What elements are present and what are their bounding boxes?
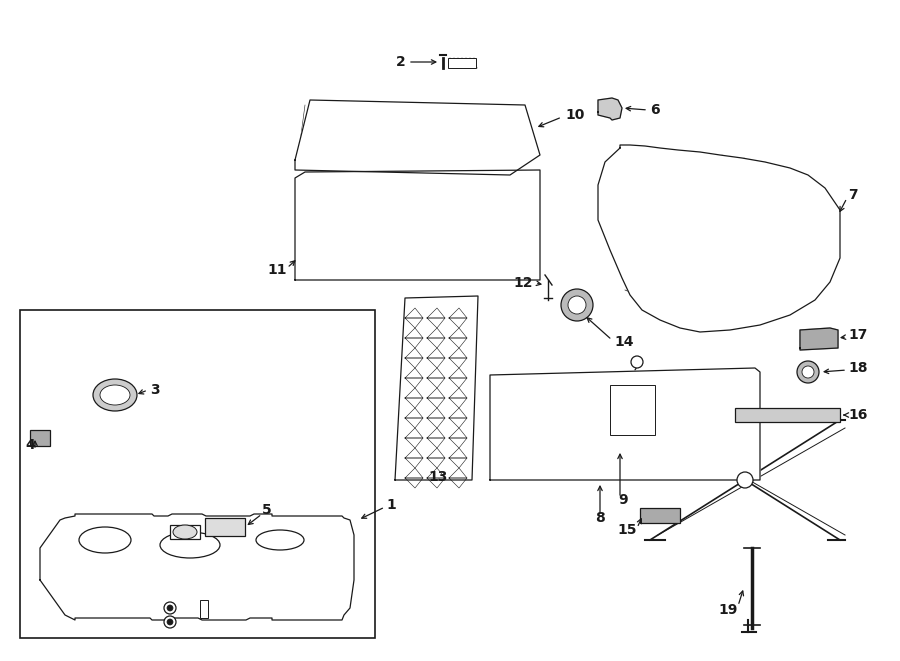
Bar	[170, 525, 200, 539]
Text: 8: 8	[595, 511, 605, 525]
Bar	[20, 310, 375, 638]
Polygon shape	[598, 98, 622, 120]
Polygon shape	[490, 368, 760, 480]
Circle shape	[568, 296, 586, 314]
Text: 11: 11	[267, 263, 287, 277]
Circle shape	[631, 356, 643, 368]
Ellipse shape	[93, 379, 137, 411]
Text: 1: 1	[386, 498, 396, 512]
Bar	[735, 408, 840, 422]
Bar	[610, 385, 655, 435]
Ellipse shape	[100, 385, 130, 405]
Text: 6: 6	[650, 103, 660, 117]
Text: 2: 2	[396, 55, 406, 69]
Text: 5: 5	[262, 503, 272, 517]
Bar	[30, 430, 50, 446]
Text: 17: 17	[848, 328, 868, 342]
Text: 3: 3	[150, 383, 159, 397]
Circle shape	[802, 366, 814, 378]
Circle shape	[737, 472, 753, 488]
Text: 19: 19	[718, 603, 738, 617]
Ellipse shape	[256, 530, 304, 550]
Text: 10: 10	[565, 108, 584, 122]
Polygon shape	[295, 170, 540, 280]
Ellipse shape	[79, 527, 131, 553]
Text: 7: 7	[848, 188, 858, 202]
Text: 15: 15	[617, 523, 637, 537]
Text: 14: 14	[614, 335, 634, 349]
Polygon shape	[40, 514, 354, 620]
Circle shape	[167, 605, 173, 611]
Circle shape	[167, 619, 173, 625]
Ellipse shape	[173, 525, 197, 539]
Bar	[205, 518, 245, 536]
Polygon shape	[800, 328, 838, 350]
Polygon shape	[598, 145, 840, 332]
Circle shape	[797, 361, 819, 383]
Bar	[200, 600, 208, 618]
Circle shape	[164, 602, 176, 614]
Polygon shape	[395, 296, 478, 480]
Text: 4: 4	[25, 438, 35, 452]
Bar	[448, 58, 476, 68]
Text: 13: 13	[428, 470, 447, 484]
Polygon shape	[295, 100, 540, 175]
Text: 18: 18	[848, 361, 868, 375]
Bar	[640, 508, 680, 523]
Text: 9: 9	[618, 493, 627, 507]
Text: 12: 12	[514, 276, 533, 290]
Text: 16: 16	[848, 408, 868, 422]
Circle shape	[561, 289, 593, 321]
Circle shape	[164, 616, 176, 628]
Ellipse shape	[160, 532, 220, 558]
